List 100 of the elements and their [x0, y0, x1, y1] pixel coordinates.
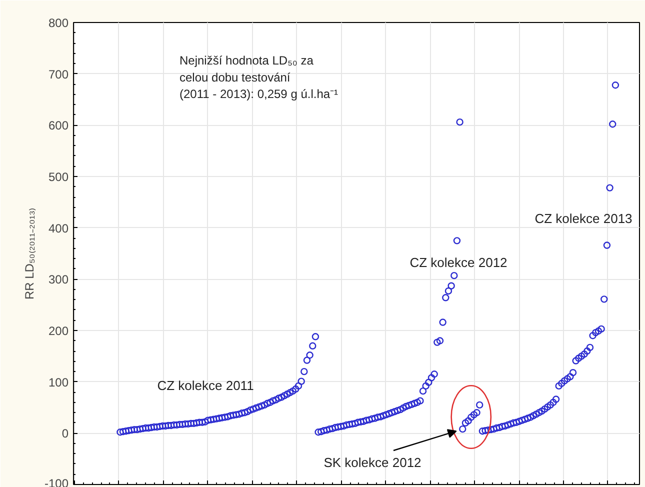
point [476, 401, 484, 409]
point [385, 410, 393, 418]
point [340, 422, 348, 430]
annotation: CZ kolekce 2012 [410, 255, 508, 270]
point [580, 350, 588, 358]
point [550, 398, 557, 406]
point [320, 427, 328, 434]
y-tick-label: 800 [48, 16, 69, 30]
y-tick-label: 300 [48, 272, 69, 287]
point [382, 411, 390, 418]
point [578, 352, 586, 360]
point [351, 420, 359, 428]
point [456, 118, 464, 126]
point [504, 421, 512, 429]
point [362, 416, 370, 424]
point [589, 332, 596, 340]
point [535, 409, 543, 416]
point [526, 414, 534, 421]
point [572, 357, 580, 364]
annotation: SK kolekce 2012 [324, 455, 422, 470]
annotation: CZ kolekce 2013 [534, 211, 632, 226]
point [564, 375, 571, 382]
point [374, 414, 382, 421]
point [594, 327, 602, 335]
point [516, 418, 523, 425]
point [468, 414, 475, 421]
point [521, 416, 528, 423]
point [490, 425, 498, 433]
y-tick-label: 500 [48, 170, 69, 184]
point [337, 422, 345, 430]
point [444, 287, 452, 295]
y-tick-label: 100 [48, 375, 69, 390]
point [478, 428, 486, 435]
point [586, 344, 594, 352]
point [430, 370, 438, 378]
point [448, 282, 455, 290]
point [598, 325, 605, 333]
point [575, 354, 582, 362]
point [558, 380, 566, 387]
point [408, 400, 416, 408]
point [464, 417, 472, 424]
y-tick-label: 400 [48, 221, 69, 236]
point [414, 398, 421, 406]
point [328, 424, 336, 432]
point [360, 418, 368, 425]
point [569, 369, 577, 376]
point [498, 422, 506, 430]
point [450, 272, 458, 280]
y-tick-label: 200 [48, 324, 69, 338]
point [400, 404, 407, 412]
point [442, 294, 450, 302]
point [428, 374, 436, 382]
point [510, 419, 518, 426]
point [566, 373, 574, 380]
point [332, 424, 339, 432]
point [492, 424, 500, 432]
point [470, 411, 478, 418]
point [546, 401, 554, 409]
point [496, 424, 504, 432]
point [518, 416, 526, 424]
point [334, 423, 342, 431]
annotation: CZ kolekce 2011 [157, 378, 254, 393]
point [410, 400, 418, 407]
point [314, 428, 322, 436]
point [323, 426, 330, 434]
point [560, 377, 568, 384]
y-axis-title: RR LD₅₀₍₂₀₁₁₋₂₀₁₃₎ [22, 207, 36, 300]
point [318, 428, 325, 436]
point [453, 237, 461, 244]
point [512, 418, 520, 426]
point [609, 120, 616, 128]
point [552, 396, 560, 403]
point [600, 296, 608, 303]
point [555, 382, 562, 390]
point [419, 387, 427, 395]
point [326, 425, 334, 433]
y-tick-label: 0 [62, 426, 69, 441]
point [342, 421, 350, 429]
point [584, 347, 591, 355]
point [473, 409, 480, 416]
point [436, 337, 444, 344]
point [376, 413, 384, 420]
point [501, 422, 509, 430]
point [357, 418, 364, 426]
point [603, 242, 611, 249]
point [405, 402, 412, 410]
point [380, 412, 387, 420]
point [391, 408, 398, 416]
point [425, 378, 432, 386]
point [462, 419, 470, 426]
point [422, 382, 430, 390]
point [402, 402, 410, 410]
point [524, 414, 532, 422]
point [530, 412, 537, 420]
y-tick-label: 600 [48, 118, 69, 133]
point [368, 415, 376, 422]
point [459, 425, 466, 433]
point [544, 403, 552, 411]
point [396, 406, 404, 414]
point [394, 406, 402, 414]
